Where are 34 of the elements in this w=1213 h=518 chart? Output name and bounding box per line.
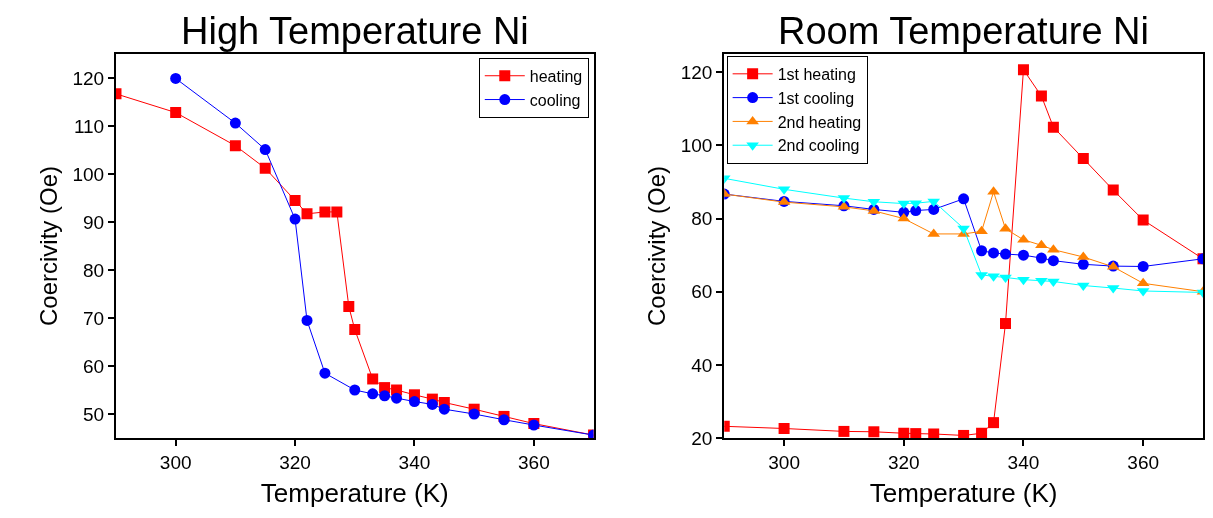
chart-title: Room Temperature Ni — [778, 10, 1150, 52]
x-tick-label: 300 — [159, 451, 192, 473]
legend-label: cooling — [529, 91, 581, 109]
y-tick-label: 50 — [83, 403, 105, 425]
y-tick-label: 100 — [680, 135, 713, 157]
x-axis-title: Temperature (K) — [260, 478, 449, 508]
legend-label: 2nd cooling — [777, 137, 860, 155]
legend-label: heating — [529, 67, 583, 85]
x-axis-title: Temperature (K) — [869, 478, 1058, 508]
y-tick-label: 60 — [83, 355, 105, 377]
y-tick-label: 20 — [691, 427, 713, 449]
y-tick-label: 80 — [83, 259, 105, 281]
y-axis-title: Coercivity (Oe) — [643, 165, 671, 327]
y-axis-title: Coercivity (Oe) — [35, 165, 63, 327]
y-tick-label: 60 — [691, 281, 713, 303]
x-tick-label: 300 — [768, 451, 800, 473]
y-tick-label: 80 — [691, 208, 713, 230]
x-tick-label: 340 — [398, 451, 431, 473]
y-tick-label: 70 — [83, 307, 105, 329]
y-tick-label: 100 — [72, 163, 105, 185]
x-tick-label: 320 — [279, 451, 311, 473]
y-tick-label: 40 — [691, 354, 713, 376]
y-tick-label: 120 — [72, 67, 105, 89]
legend-label: 1st heating — [777, 66, 856, 84]
x-tick-label: 360 — [1127, 451, 1160, 473]
x-tick-label: 320 — [887, 451, 920, 473]
x-tick-label: 360 — [518, 451, 550, 473]
legend-label: 1st cooling — [777, 89, 855, 107]
y-tick-label: 120 — [680, 61, 713, 83]
legend-label: 2nd heating — [777, 113, 862, 131]
chart-title: High Temperature Ni — [181, 10, 529, 52]
y-tick-label: 110 — [73, 115, 105, 137]
x-tick-label: 340 — [1007, 451, 1040, 473]
y-tick-label: 90 — [83, 211, 105, 233]
